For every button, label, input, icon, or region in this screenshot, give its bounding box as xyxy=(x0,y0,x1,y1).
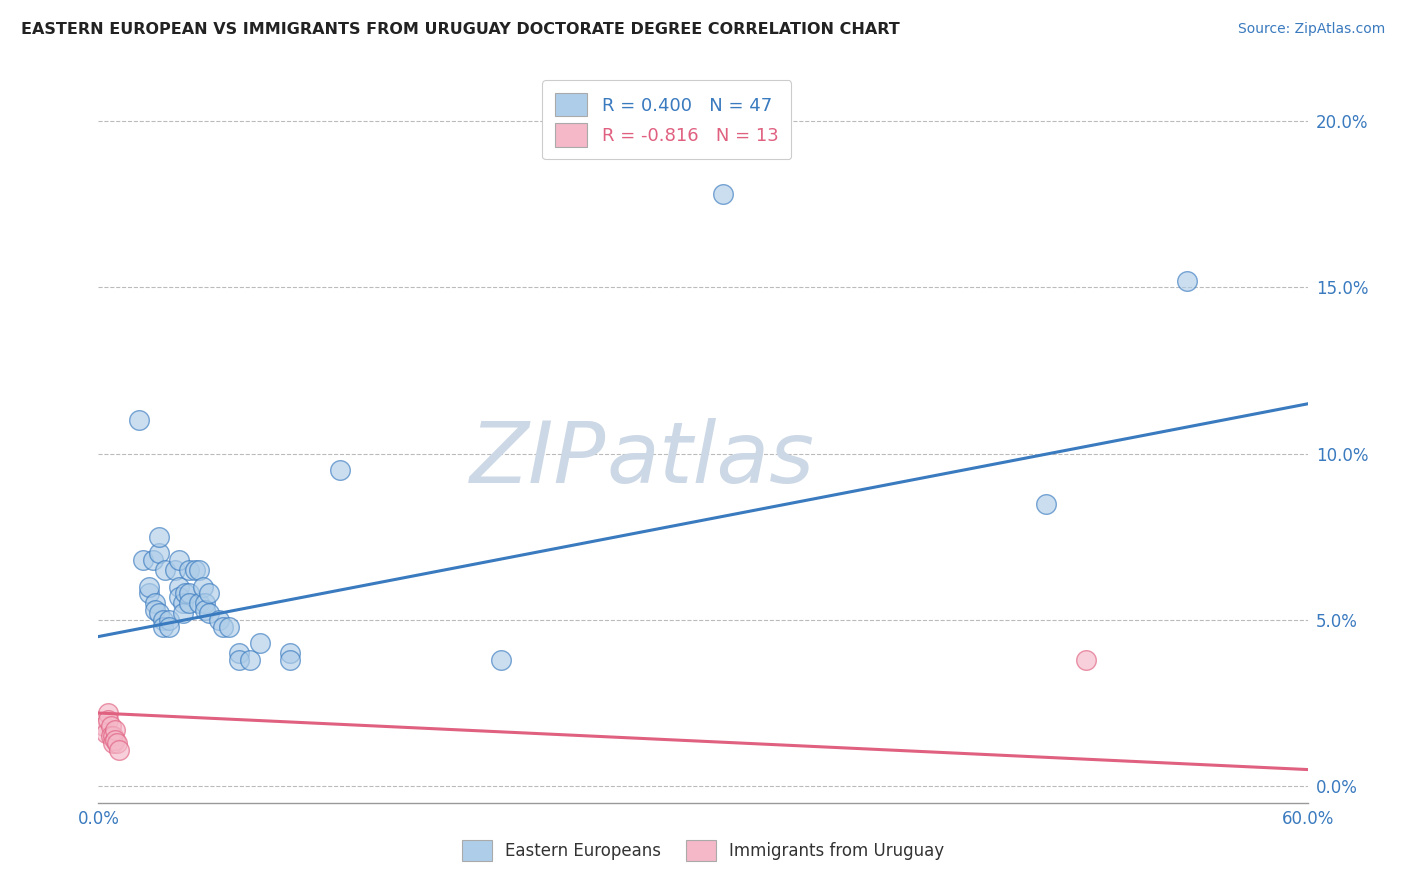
Point xyxy=(1175,274,1198,288)
Point xyxy=(163,563,186,577)
Point xyxy=(179,586,201,600)
Point xyxy=(152,613,174,627)
Point xyxy=(167,553,190,567)
Point xyxy=(278,646,301,660)
Point xyxy=(1074,653,1097,667)
Point xyxy=(97,713,120,727)
Text: atlas: atlas xyxy=(606,417,814,500)
Point xyxy=(148,530,170,544)
Point xyxy=(107,742,129,756)
Point xyxy=(174,586,197,600)
Point xyxy=(188,596,211,610)
Text: ZIP: ZIP xyxy=(470,417,606,500)
Point xyxy=(96,726,118,740)
Point xyxy=(239,653,262,667)
Point xyxy=(198,607,221,621)
Point xyxy=(152,619,174,633)
Point xyxy=(228,646,250,660)
Point xyxy=(103,732,125,747)
Point xyxy=(179,596,201,610)
Point xyxy=(194,603,217,617)
Point xyxy=(101,736,124,750)
Point xyxy=(103,723,125,737)
Point xyxy=(172,607,194,621)
Point xyxy=(93,719,115,733)
Point xyxy=(167,580,190,594)
Point xyxy=(132,553,155,567)
Point xyxy=(157,619,180,633)
Point xyxy=(105,736,128,750)
Point xyxy=(138,580,160,594)
Point xyxy=(1035,497,1057,511)
Point xyxy=(193,580,215,594)
Point xyxy=(179,563,201,577)
Point xyxy=(198,586,221,600)
Point xyxy=(167,590,190,604)
Point xyxy=(157,613,180,627)
Point xyxy=(491,653,513,667)
Point xyxy=(100,729,122,743)
Point xyxy=(329,463,352,477)
Point xyxy=(97,706,120,720)
Point xyxy=(138,586,160,600)
Text: Source: ZipAtlas.com: Source: ZipAtlas.com xyxy=(1237,22,1385,37)
Point xyxy=(143,596,166,610)
Point xyxy=(218,619,240,633)
Point xyxy=(228,653,250,667)
Point xyxy=(100,719,122,733)
Point xyxy=(208,613,231,627)
Point xyxy=(153,563,176,577)
Legend: Eastern Europeans, Immigrants from Uruguay: Eastern Europeans, Immigrants from Urugu… xyxy=(456,833,950,868)
Point xyxy=(142,553,165,567)
Point xyxy=(249,636,271,650)
Point xyxy=(172,596,194,610)
Point xyxy=(101,729,124,743)
Point xyxy=(184,563,207,577)
Point xyxy=(143,603,166,617)
Point xyxy=(128,413,150,427)
Point xyxy=(278,653,301,667)
Text: EASTERN EUROPEAN VS IMMIGRANTS FROM URUGUAY DOCTORATE DEGREE CORRELATION CHART: EASTERN EUROPEAN VS IMMIGRANTS FROM URUG… xyxy=(21,22,900,37)
Point xyxy=(194,596,217,610)
Point xyxy=(711,187,734,202)
Point xyxy=(212,619,235,633)
Point xyxy=(148,546,170,560)
Point xyxy=(148,607,170,621)
Point xyxy=(188,563,211,577)
